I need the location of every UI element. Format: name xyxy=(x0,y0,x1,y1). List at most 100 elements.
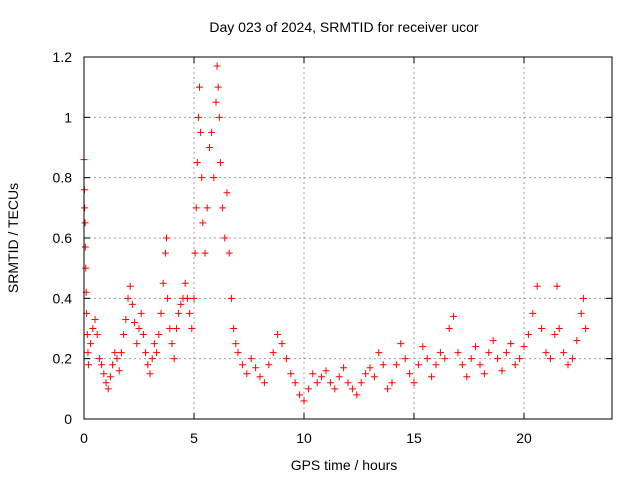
data-point xyxy=(414,361,422,369)
data-point xyxy=(87,340,95,348)
data-point xyxy=(135,325,143,332)
data-point xyxy=(148,355,156,363)
data-point xyxy=(164,294,172,302)
data-point xyxy=(533,282,541,290)
data-point xyxy=(183,294,191,302)
data-point xyxy=(388,379,396,387)
data-point xyxy=(234,349,242,357)
data-point xyxy=(81,219,89,227)
data-point xyxy=(538,325,546,332)
data-point xyxy=(553,282,561,290)
data-point xyxy=(313,379,321,387)
data-point xyxy=(489,337,497,345)
data-point xyxy=(95,355,103,363)
data-point xyxy=(120,331,128,339)
data-point xyxy=(213,62,221,70)
data-point xyxy=(458,361,466,369)
data-point xyxy=(201,249,209,257)
data-point xyxy=(494,355,502,363)
data-point xyxy=(256,373,264,381)
data-point xyxy=(81,204,89,212)
data-point xyxy=(445,325,453,332)
data-point xyxy=(131,318,139,326)
data-point xyxy=(197,128,205,136)
data-point xyxy=(91,315,99,323)
x-tick-label: 20 xyxy=(516,430,532,446)
data-point xyxy=(260,379,268,387)
data-point xyxy=(428,373,436,381)
data-point xyxy=(146,370,154,378)
data-point xyxy=(98,361,106,369)
data-point xyxy=(191,249,199,257)
data-point xyxy=(370,373,378,381)
data-point xyxy=(214,83,222,91)
data-point xyxy=(454,349,462,357)
data-point xyxy=(472,343,480,351)
points-layer xyxy=(80,62,590,405)
data-point xyxy=(106,373,114,381)
data-point xyxy=(205,144,213,151)
data-point xyxy=(579,294,587,302)
data-point xyxy=(232,340,240,348)
data-point xyxy=(181,279,189,287)
data-point xyxy=(113,355,121,363)
data-point xyxy=(511,361,519,369)
x-tick-label: 5 xyxy=(190,430,198,446)
data-point xyxy=(406,370,414,378)
data-point xyxy=(219,204,227,212)
data-point xyxy=(196,83,203,91)
y-tick-label: 0.6 xyxy=(53,230,73,246)
data-point xyxy=(419,343,427,351)
data-point xyxy=(551,331,559,339)
data-point xyxy=(225,249,233,257)
data-point xyxy=(83,331,91,339)
data-point xyxy=(423,355,431,363)
data-point xyxy=(331,385,339,393)
data-point xyxy=(498,367,506,375)
data-point xyxy=(215,113,223,121)
y-axis-label: SRMTID / TECUs xyxy=(5,183,21,293)
data-point xyxy=(366,364,374,372)
data-point xyxy=(170,355,178,363)
data-point xyxy=(516,355,524,363)
data-point xyxy=(375,349,383,357)
data-point xyxy=(81,243,89,251)
data-point xyxy=(192,204,200,212)
data-point xyxy=(291,379,299,387)
data-point xyxy=(502,349,510,357)
data-point xyxy=(142,349,150,357)
data-point xyxy=(111,349,119,357)
data-point xyxy=(100,370,108,378)
data-point xyxy=(159,279,167,287)
data-point xyxy=(177,300,185,308)
data-point xyxy=(93,331,101,339)
x-axis-label: GPS time / hours xyxy=(291,457,398,473)
data-point xyxy=(203,204,211,212)
data-point xyxy=(463,373,471,381)
y-tick-label: 1 xyxy=(64,109,72,125)
data-point xyxy=(520,343,528,351)
data-point xyxy=(84,361,92,369)
data-point xyxy=(318,373,326,381)
data-point xyxy=(212,98,220,106)
data-point xyxy=(353,391,361,399)
x-tick-label: 0 xyxy=(80,430,88,446)
data-point xyxy=(322,367,330,375)
data-point xyxy=(560,349,568,357)
data-point xyxy=(467,355,475,363)
data-point xyxy=(161,249,169,257)
data-point xyxy=(401,355,409,363)
data-point xyxy=(109,361,117,369)
data-point xyxy=(480,370,488,378)
data-point xyxy=(227,294,235,302)
data-point xyxy=(102,379,110,387)
data-point xyxy=(104,385,112,393)
tick-layer xyxy=(83,56,612,420)
y-tick-label: 0.2 xyxy=(53,351,73,367)
data-point xyxy=(335,373,343,381)
data-point xyxy=(188,325,196,332)
data-point xyxy=(139,331,147,339)
data-point xyxy=(542,349,550,357)
data-point xyxy=(344,379,352,387)
data-point xyxy=(265,361,273,369)
